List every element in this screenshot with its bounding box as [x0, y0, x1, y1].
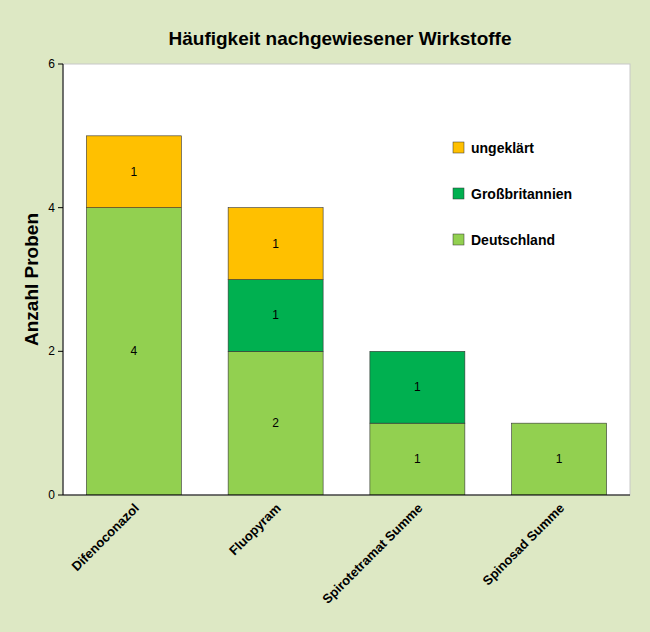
- legend-swatch: [453, 234, 464, 245]
- x-axis: [63, 495, 630, 496]
- y-axis-label: Anzahl Proben: [21, 213, 42, 346]
- y-tick: [58, 351, 63, 352]
- y-tick-label: 0: [48, 488, 55, 502]
- chart-container: Häufigkeit nachgewiesener Wirkstoffe Anza…: [0, 0, 650, 632]
- chart-svg: Häufigkeit nachgewiesener Wirkstoffe Anza…: [0, 0, 650, 632]
- bar-segment: [512, 423, 607, 424]
- legend-label: ungeklärt: [471, 140, 534, 156]
- bar-segment: [228, 280, 323, 352]
- y-axis: [63, 64, 64, 495]
- y-tick: [58, 495, 63, 496]
- y-tick-label: 6: [48, 57, 55, 71]
- legend-label: Großbritannien: [471, 186, 572, 202]
- y-tick: [58, 64, 63, 65]
- x-tick-label: Spirotetramat Summe: [319, 501, 425, 607]
- bar-segment: [512, 423, 607, 495]
- data-label: 4: [131, 344, 138, 358]
- bars: [86, 136, 606, 495]
- bar-segment: [86, 136, 181, 208]
- data-label: 1: [414, 380, 421, 394]
- x-tick-label: Spinosad Summe: [480, 501, 568, 589]
- y-tick-label: 4: [48, 201, 55, 215]
- data-label: 1: [272, 237, 279, 251]
- bar-segment: [228, 208, 323, 280]
- legend-swatch: [453, 142, 464, 153]
- y-tick: [58, 207, 63, 208]
- title: Häufigkeit nachgewiesener Wirkstoffe: [169, 28, 512, 49]
- y-tick-label: 2: [48, 344, 55, 358]
- bar-segment: [512, 423, 607, 424]
- data-label: 1: [414, 452, 421, 466]
- data-label: 1: [556, 452, 563, 466]
- bar-segment: [86, 208, 181, 495]
- background: [0, 0, 650, 632]
- bar-segment: [370, 351, 465, 423]
- x-tick-label: Difenoconazol: [69, 501, 142, 574]
- bar-segment: [370, 423, 465, 495]
- bar-segment: [370, 351, 465, 352]
- data-label: 1: [131, 165, 138, 179]
- x-tick-label: Fluopyram: [226, 501, 284, 559]
- data-label: 2: [272, 416, 279, 430]
- plot-area: [63, 64, 630, 495]
- legend: ungeklärt Großbritannien Deutschland: [453, 140, 572, 248]
- legend-swatch: [453, 188, 464, 199]
- data-label: 1: [272, 308, 279, 322]
- legend-label: Deutschland: [471, 232, 555, 248]
- bar-segment: [228, 351, 323, 495]
